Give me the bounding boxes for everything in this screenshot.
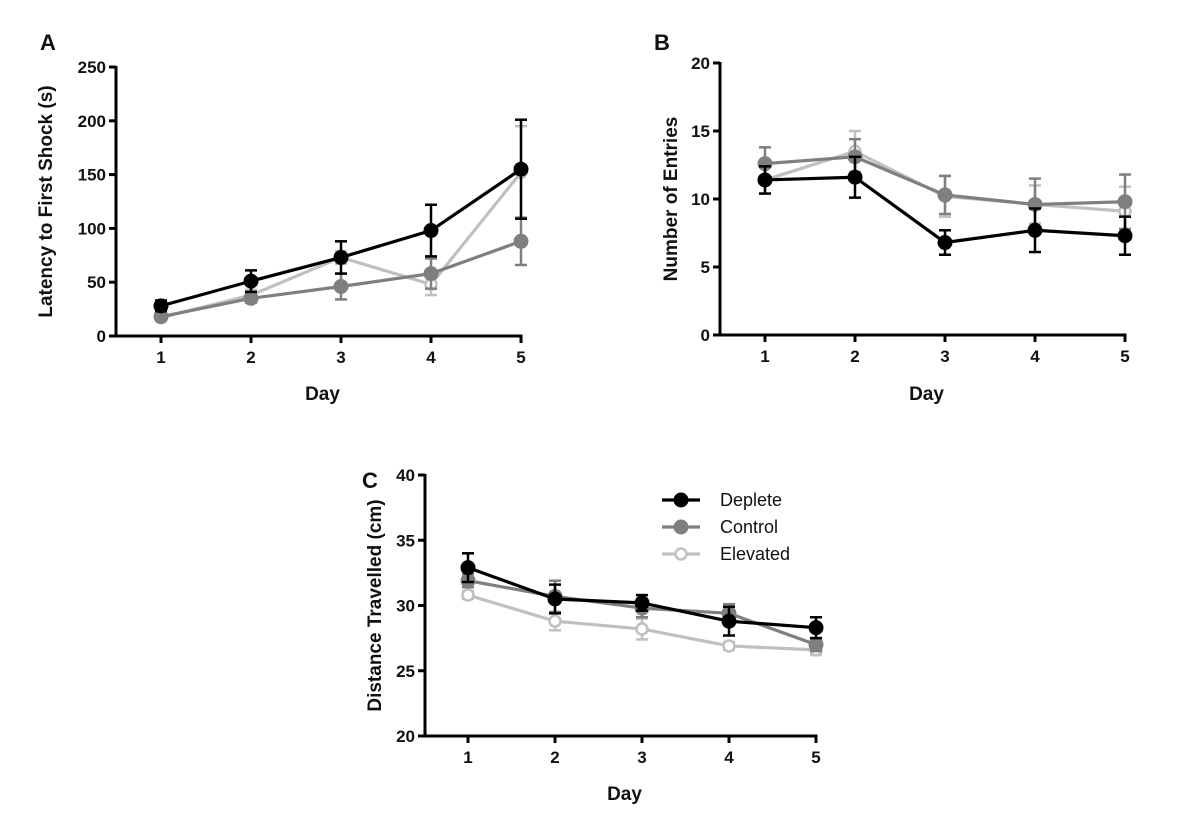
data-point: [635, 622, 649, 636]
data-point: [243, 273, 259, 289]
y-tick-label: 15: [691, 122, 710, 141]
data-point: [1117, 194, 1133, 210]
legend: Deplete Control Elevated: [662, 490, 790, 564]
series-deplete: [460, 552, 824, 640]
y-tick-label: 0: [97, 327, 106, 346]
series-control: [153, 216, 529, 325]
y-tick-label: 20: [691, 54, 710, 73]
x-tick-label: 1: [760, 347, 769, 366]
panel-label: C: [362, 468, 378, 493]
data-point: [937, 187, 953, 203]
legend-label: Deplete: [720, 490, 782, 510]
panel-c: C 20 25 30 35 40 1 2 3 4 5 Day Distance Travelled (c…: [362, 466, 824, 805]
panel-b: B 0 5 10 15 20 1 2 3 4 5 Day Number of Entries: [654, 30, 1133, 405]
data-point: [333, 279, 349, 295]
x-tick-label: 2: [246, 348, 255, 367]
legend-item-elevated: Elevated: [662, 544, 790, 564]
legend-marker: [673, 492, 689, 508]
data-point: [460, 560, 476, 576]
data-point: [757, 172, 773, 188]
data-point: [722, 639, 736, 653]
y-tick-label: 30: [396, 597, 415, 616]
data-point: [513, 161, 529, 177]
data-point: [423, 223, 439, 239]
x-tick-label: 4: [1030, 347, 1040, 366]
data-point: [547, 591, 563, 607]
x-tick-label: 4: [724, 748, 734, 767]
data-point: [461, 588, 475, 602]
data-point: [513, 233, 529, 249]
data-point: [423, 266, 439, 282]
panel-label: B: [654, 30, 670, 55]
series-deplete: [757, 155, 1133, 257]
x-tick-label: 1: [156, 348, 165, 367]
x-tick-label: 2: [850, 347, 859, 366]
y-tick-label: 150: [78, 166, 106, 185]
x-tick-label: 3: [637, 748, 646, 767]
data-point: [1117, 228, 1133, 244]
y-axis-label: Distance Travelled (cm): [365, 499, 386, 711]
x-tick-label: 1: [463, 748, 472, 767]
x-tick-label: 2: [550, 748, 559, 767]
y-tick-label: 35: [396, 531, 415, 550]
y-tick-label: 5: [701, 258, 710, 277]
y-axis-label: Number of Entries: [661, 117, 682, 282]
legend-item-deplete: Deplete: [662, 490, 782, 510]
x-tick-label: 3: [940, 347, 949, 366]
y-axis-label: Latency to First Shock (s): [36, 85, 57, 317]
x-tick-label: 5: [1120, 347, 1129, 366]
data-point: [721, 613, 737, 629]
data-point: [243, 290, 259, 306]
data-point: [808, 637, 824, 653]
series-deplete: [153, 118, 529, 314]
legend-label: Control: [720, 517, 778, 537]
x-axis-label: Day: [607, 784, 642, 805]
y-tick-label: 250: [78, 58, 106, 77]
y-tick-label: 25: [396, 662, 415, 681]
data-point: [847, 169, 863, 185]
data-point: [937, 235, 953, 251]
y-tick-label: 20: [396, 727, 415, 746]
x-tick-label: 3: [336, 348, 345, 367]
panel-label: A: [40, 30, 56, 55]
x-tick-label: 5: [811, 748, 820, 767]
data-point: [1027, 222, 1043, 238]
y-tick-label: 100: [78, 219, 106, 238]
data-point: [548, 614, 562, 628]
x-tick-label: 4: [426, 348, 436, 367]
data-point: [808, 620, 824, 636]
y-tick-label: 40: [396, 466, 415, 485]
data-point: [333, 249, 349, 265]
data-point: [153, 298, 169, 314]
data-point: [634, 595, 650, 611]
y-tick-label: 200: [78, 112, 106, 131]
x-axis-label: Day: [305, 384, 340, 405]
x-axis-label: Day: [909, 384, 944, 405]
y-tick-label: 10: [691, 190, 710, 209]
y-tick-label: 0: [701, 326, 710, 345]
x-tick-label: 5: [516, 348, 525, 367]
y-tick-label: 50: [87, 273, 106, 292]
legend-marker: [673, 519, 689, 535]
legend-item-control: Control: [662, 517, 778, 537]
panel-a: A 0 50 100 150 200 250 1 2 3 4 5 Day Latency to First…: [36, 30, 529, 405]
legend-label: Elevated: [720, 544, 790, 564]
legend-marker: [674, 547, 688, 561]
